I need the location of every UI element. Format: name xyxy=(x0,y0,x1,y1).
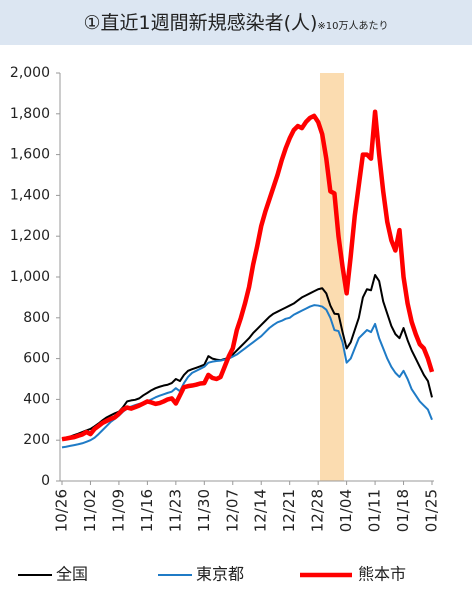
x-tick-label: 01/18 xyxy=(394,489,412,532)
x-tick-label: 10/26 xyxy=(53,489,71,532)
y-tick-label: 600 xyxy=(23,351,50,367)
x-tick-label: 11/02 xyxy=(81,489,99,532)
y-tick-label: 800 xyxy=(23,310,50,326)
y-tick-label: 200 xyxy=(23,432,50,448)
note: ※10万人あたり xyxy=(317,20,388,32)
y-tick-label: 1,400 xyxy=(10,187,50,203)
chart-title: ①直近1週間新規感染者(人)※10万人あたり xyxy=(83,12,388,34)
y-tick-label: 1,200 xyxy=(10,228,50,244)
series-line xyxy=(61,109,435,442)
y-tick-label: 400 xyxy=(23,391,50,407)
x-tick-label: 12/21 xyxy=(280,489,298,532)
y-tick-label: 0 xyxy=(41,473,50,489)
x-tick-label: 11/23 xyxy=(166,489,184,532)
x-tick-label: 11/30 xyxy=(195,489,213,532)
x-tick-label: 12/14 xyxy=(252,489,270,532)
x-tick-label: 12/28 xyxy=(309,489,327,532)
x-tick-label: 01/04 xyxy=(337,489,355,532)
title-background xyxy=(0,0,472,45)
legend-label: 東京都 xyxy=(196,565,244,584)
legend-label: 全国 xyxy=(56,565,88,584)
x-tick-label: 12/07 xyxy=(223,489,241,532)
x-tick-label: 01/25 xyxy=(423,489,441,532)
series-line xyxy=(61,273,433,441)
x-tick-label: 11/16 xyxy=(138,489,156,532)
series-line xyxy=(61,304,433,449)
title: ①直近1週間新規感染者(人) xyxy=(83,12,317,34)
y-tick-label: 1,000 xyxy=(10,269,50,285)
x-tick-label: 11/09 xyxy=(109,489,127,532)
x-tick-label: 01/11 xyxy=(366,489,384,532)
y-tick-label: 1,600 xyxy=(10,147,50,163)
y-tick-label: 2,000 xyxy=(10,65,50,81)
legend-label: 熊本市 xyxy=(358,565,406,584)
y-tick-label: 1,800 xyxy=(10,106,50,122)
